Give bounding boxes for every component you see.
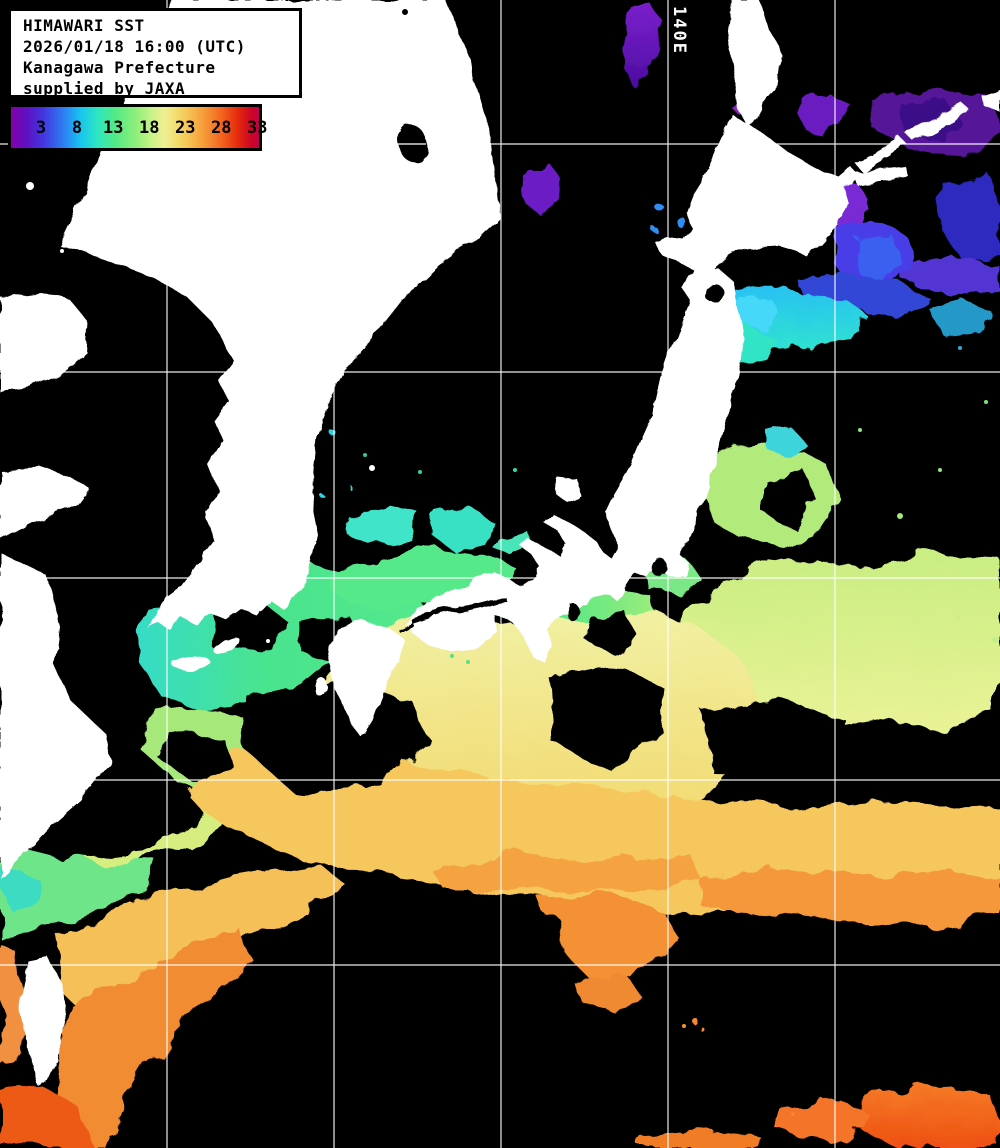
sst-japan-sea-patches (320, 428, 533, 556)
land-kunashiri (855, 137, 908, 172)
land-jeju (172, 656, 212, 672)
tokyo-bay (651, 558, 667, 576)
colorbar-tick: 33 (247, 118, 268, 138)
sst-southwest-warm-region (0, 864, 345, 1148)
info-box: HIMAWARI SST 2026/01/18 16:00 (UTC) Kana… (8, 8, 302, 98)
timestamp: 2026/01/18 16:00 (UTC) (23, 37, 246, 56)
temperature-colorbar: 3 8 13 18 23 28 33 (8, 104, 267, 151)
colorbar-tick: 18 (139, 118, 160, 138)
kanmon-strait (399, 623, 415, 634)
colorbar-tick: 23 (175, 118, 196, 138)
sst-bottom-right-patches (640, 1020, 1000, 1148)
land-hokkaido (655, 118, 858, 300)
land-china-coast (0, 552, 110, 878)
land-honshu (405, 268, 744, 662)
land-tsushima (214, 635, 238, 655)
land-kyushu (328, 621, 404, 738)
land-iturup (905, 103, 970, 141)
land-hebei (0, 292, 88, 392)
grid-label-40n: 40N (5, 345, 39, 365)
region-name: Kanagawa Prefecture (23, 58, 216, 77)
seto-inland-sea (411, 595, 506, 625)
landmass-layer (0, 0, 1000, 1085)
sst-pacific-warm-region (189, 554, 1000, 1008)
land-nemuro (852, 166, 908, 184)
land-sado (556, 478, 582, 503)
colorbar-tick: 3 (35, 118, 47, 138)
sst-tohoku-offshore (699, 426, 841, 545)
colorbar-tick: 8 (71, 118, 83, 138)
data-speckles (363, 190, 998, 1028)
product-title: HIMAWARI SST (23, 16, 145, 35)
credit-line: supplied by JAXA (23, 79, 186, 98)
sst-cold-region (520, 5, 1000, 371)
colorbar-tick: 28 (211, 118, 232, 138)
colorbar-tick: 13 (103, 118, 124, 138)
land-shandong (0, 467, 88, 540)
ise-bay (567, 603, 579, 621)
no-data-cloud-holes (0, 599, 1000, 1009)
land-kuril-corner (982, 90, 1000, 112)
lake-khanka (397, 123, 427, 163)
land-taiwan (20, 957, 66, 1085)
land-mainland-asia-korea (60, 0, 500, 630)
grid-label-140e: 140E (669, 6, 689, 55)
land-sakhalin (728, 0, 782, 128)
land-amakusa (316, 678, 328, 698)
mutsu-bay (703, 285, 725, 301)
